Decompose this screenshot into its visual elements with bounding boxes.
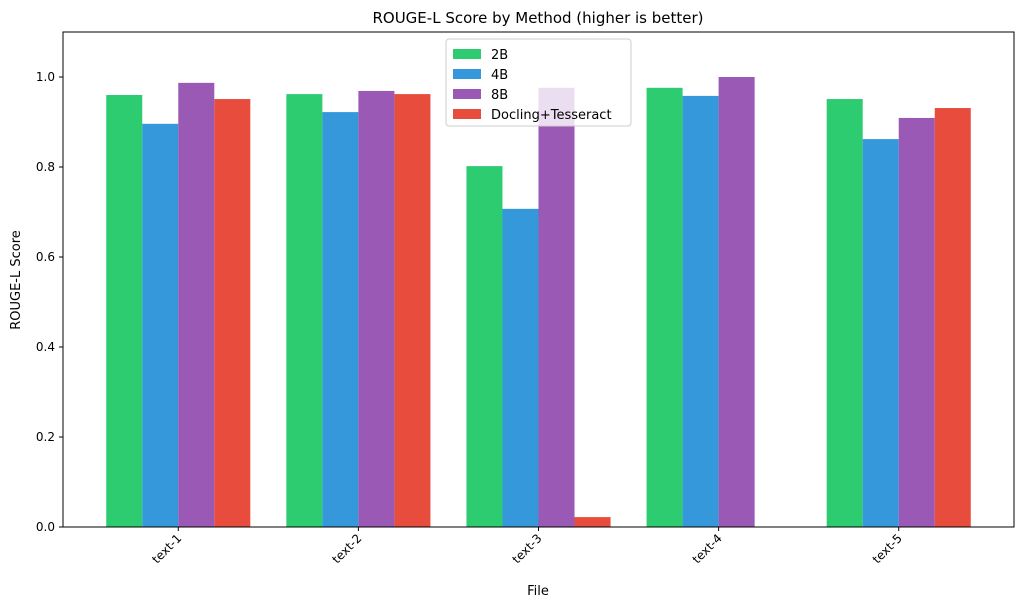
legend-swatch [453,49,481,59]
bar-4b-text-2 [322,112,359,527]
bar-2b-text-4 [646,87,683,528]
bar-docling-tesseract-text-5 [934,108,971,528]
x-tick-label: text-3 [510,531,545,566]
bar-4b-text-4 [682,95,719,528]
bar-8b-text-4 [718,77,755,527]
bar-2b-text-2 [286,94,323,527]
chart-title: ROUGE-L Score by Method (higher is bette… [372,9,703,27]
y-axis-label: ROUGE-L Score [9,230,24,330]
legend-label: 8B [491,88,508,103]
bar-8b-text-1 [178,82,215,527]
y-tick-label: 0.2 [36,430,55,444]
legend: 2B 4B 8B Docling+Tesseract [445,38,632,127]
y-tick-label: 0.4 [36,340,55,354]
bar-8b-text-3 [538,87,575,528]
bar-4b-text-3 [502,208,539,527]
legend-swatch [453,89,481,99]
bar-docling-tesseract-text-2 [394,94,431,527]
y-tick-label: 0.0 [36,520,55,534]
bar-4b-text-5 [862,139,899,527]
x-tick-label: text-5 [870,531,905,566]
x-tick-label: text-4 [690,531,725,566]
y-tick-label: 0.8 [36,160,55,174]
bar-8b-text-2 [358,90,395,527]
x-tick-label: text-2 [329,531,364,566]
bar-2b-text-3 [466,166,503,527]
legend-box [445,38,632,127]
legend-label: 2B [491,48,508,63]
bar-docling-tesseract-text-1 [214,99,251,528]
bar-8b-text-5 [898,117,935,527]
legend-swatch [453,69,481,79]
y-tick-label: 0.6 [36,250,55,264]
bar-2b-text-1 [106,95,143,527]
bar-docling-tesseract-text-3 [574,517,611,527]
y-tick-label: 1.0 [36,70,55,84]
legend-label: 4B [491,68,508,83]
legend-swatch [453,109,481,119]
bar-2b-text-5 [826,99,863,528]
legend-label: Docling+Tesseract [491,108,612,123]
x-axis-label: File [527,584,549,599]
bar-4b-text-1 [142,123,179,528]
x-tick-label: text-1 [149,531,184,566]
